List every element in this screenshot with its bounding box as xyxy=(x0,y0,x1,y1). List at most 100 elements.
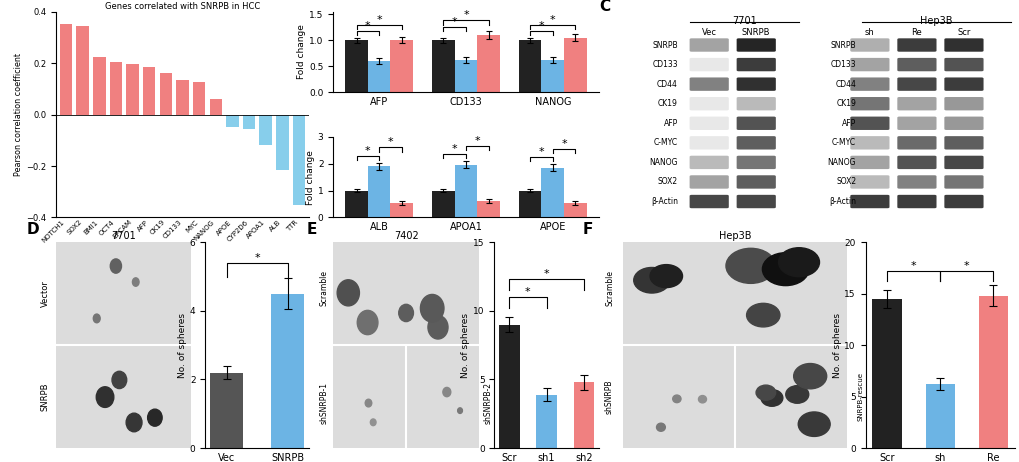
Bar xyxy=(454,165,477,218)
Text: F: F xyxy=(582,222,592,237)
FancyBboxPatch shape xyxy=(850,38,889,52)
Ellipse shape xyxy=(755,385,774,400)
Text: Scr: Scr xyxy=(956,28,970,37)
FancyBboxPatch shape xyxy=(897,156,935,169)
Text: C-MYC: C-MYC xyxy=(832,138,855,147)
Bar xyxy=(454,60,477,92)
Bar xyxy=(76,26,89,115)
FancyBboxPatch shape xyxy=(897,175,935,188)
Ellipse shape xyxy=(126,413,142,432)
Text: *: * xyxy=(365,146,370,156)
Text: SNRPB-rescue: SNRPB-rescue xyxy=(857,372,862,421)
Text: AFP: AFP xyxy=(663,119,678,128)
Text: sh: sh xyxy=(864,28,874,37)
FancyBboxPatch shape xyxy=(736,195,775,208)
Bar xyxy=(536,395,556,448)
Bar xyxy=(209,98,222,115)
Ellipse shape xyxy=(649,265,682,287)
FancyBboxPatch shape xyxy=(944,78,982,91)
FancyBboxPatch shape xyxy=(897,97,935,110)
Ellipse shape xyxy=(746,304,780,327)
Ellipse shape xyxy=(793,364,825,389)
Ellipse shape xyxy=(777,248,818,277)
Text: Scramble: Scramble xyxy=(604,269,613,305)
Bar xyxy=(160,73,172,115)
FancyBboxPatch shape xyxy=(689,195,729,208)
Text: Vector: Vector xyxy=(41,280,50,307)
FancyBboxPatch shape xyxy=(944,116,982,130)
Text: *: * xyxy=(910,261,915,271)
Text: *: * xyxy=(549,15,555,24)
Text: SOX2: SOX2 xyxy=(657,177,678,187)
Text: NANOG: NANOG xyxy=(649,158,678,167)
Ellipse shape xyxy=(357,310,378,334)
Bar xyxy=(519,40,541,92)
Text: β-Actin: β-Actin xyxy=(650,197,678,206)
Ellipse shape xyxy=(398,304,413,322)
Bar xyxy=(176,80,189,115)
Ellipse shape xyxy=(798,412,829,437)
Bar xyxy=(292,115,305,205)
Bar xyxy=(345,190,368,218)
Title: Genes correlated with SNRPB in HCC: Genes correlated with SNRPB in HCC xyxy=(105,2,260,11)
FancyBboxPatch shape xyxy=(897,116,935,130)
Bar xyxy=(924,384,954,448)
Text: E: E xyxy=(307,222,317,237)
FancyBboxPatch shape xyxy=(736,97,775,110)
FancyBboxPatch shape xyxy=(736,78,775,91)
Ellipse shape xyxy=(365,399,371,407)
FancyBboxPatch shape xyxy=(689,97,729,110)
FancyBboxPatch shape xyxy=(736,136,775,150)
Y-axis label: No. of spheres: No. of spheres xyxy=(461,313,470,377)
FancyBboxPatch shape xyxy=(850,97,889,110)
Ellipse shape xyxy=(112,371,126,389)
FancyBboxPatch shape xyxy=(689,156,729,169)
Bar xyxy=(60,24,72,115)
Text: Vec: Vec xyxy=(701,28,716,37)
Text: CD133: CD133 xyxy=(829,60,855,69)
Bar xyxy=(871,299,901,448)
Text: *: * xyxy=(254,253,260,263)
Bar xyxy=(126,64,139,115)
FancyBboxPatch shape xyxy=(689,58,729,71)
Text: C-MYC: C-MYC xyxy=(653,138,678,147)
Ellipse shape xyxy=(93,314,100,323)
Bar xyxy=(143,67,155,115)
Bar xyxy=(270,294,304,448)
Bar xyxy=(519,190,541,218)
Text: shSNRPB-2: shSNRPB-2 xyxy=(483,382,492,424)
Text: *: * xyxy=(451,17,458,27)
Text: CD44: CD44 xyxy=(835,79,855,89)
Ellipse shape xyxy=(673,395,681,403)
Text: *: * xyxy=(525,287,530,297)
FancyBboxPatch shape xyxy=(689,116,729,130)
Text: SOX2: SOX2 xyxy=(836,177,855,187)
FancyBboxPatch shape xyxy=(897,136,935,150)
Ellipse shape xyxy=(633,267,669,293)
Ellipse shape xyxy=(656,423,664,431)
Text: *: * xyxy=(365,21,370,31)
Bar xyxy=(368,61,390,92)
Text: CD44: CD44 xyxy=(656,79,678,89)
FancyBboxPatch shape xyxy=(897,38,935,52)
Bar xyxy=(573,382,593,448)
FancyBboxPatch shape xyxy=(850,78,889,91)
Text: SNRPB: SNRPB xyxy=(41,383,50,411)
Text: *: * xyxy=(560,139,567,149)
Text: C: C xyxy=(599,0,610,14)
FancyBboxPatch shape xyxy=(736,58,775,71)
Bar xyxy=(193,82,205,115)
FancyBboxPatch shape xyxy=(944,97,982,110)
FancyBboxPatch shape xyxy=(897,78,935,91)
Text: *: * xyxy=(963,261,969,271)
FancyBboxPatch shape xyxy=(736,175,775,188)
FancyBboxPatch shape xyxy=(850,58,889,71)
Bar xyxy=(226,115,238,128)
Y-axis label: Fold change: Fold change xyxy=(306,150,315,205)
Bar xyxy=(564,37,586,92)
Text: *: * xyxy=(538,21,544,31)
Text: Re: Re xyxy=(911,28,921,37)
Text: NANOG: NANOG xyxy=(826,158,855,167)
Y-axis label: No. of spheres: No. of spheres xyxy=(177,313,186,377)
Ellipse shape xyxy=(428,316,447,339)
